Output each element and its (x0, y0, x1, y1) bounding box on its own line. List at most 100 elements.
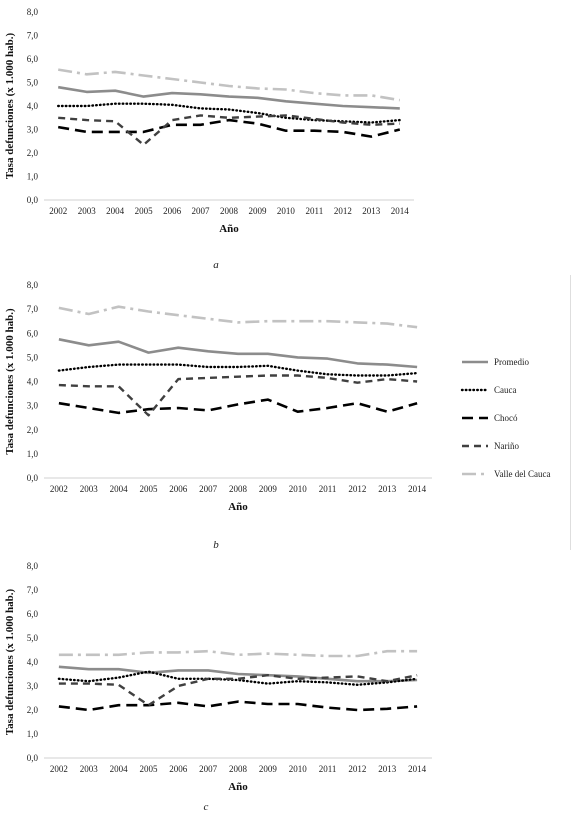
legend-item-promedio: Promedio (462, 357, 529, 367)
x-tick-label: 2005 (135, 206, 154, 216)
x-tick-label: 2009 (259, 484, 278, 494)
series-line-valle-del-cauca (57, 68, 401, 102)
x-tick-label: 2002 (50, 764, 68, 774)
y-axis-title: Tasa defunciones (x 1.000 hab.) (4, 308, 16, 455)
y-tick-label: 7,0 (27, 304, 39, 314)
y-axis-title: Tasa defunciones (x 1.000 hab.) (4, 33, 16, 180)
y-tick-label: 6,0 (27, 609, 39, 619)
y-tick-label: 2,0 (27, 148, 39, 158)
y-tick-label: 6,0 (27, 328, 39, 338)
panel-caption: c (204, 801, 209, 813)
x-tick-label: 2004 (110, 484, 129, 494)
y-tick-label: 0,0 (27, 473, 39, 483)
x-tick-label: 2011 (319, 764, 337, 774)
series-line-promedio (58, 338, 418, 369)
x-tick-label: 2009 (248, 206, 267, 216)
x-tick-label: 2007 (199, 484, 218, 494)
x-tick-label: 2012 (334, 206, 352, 216)
x-tick-label: 2007 (192, 206, 211, 216)
legend-item-cauca: Cauca (460, 385, 517, 395)
y-tick-label: 3,0 (27, 401, 39, 411)
y-tick-label: 0,0 (27, 753, 39, 763)
y-tick-label: 4,0 (27, 657, 39, 667)
x-tick-label: 2003 (80, 484, 99, 494)
y-tick-label: 5,0 (27, 633, 39, 643)
x-axis-title: Año (219, 223, 239, 235)
x-tick-label: 2005 (139, 484, 158, 494)
series-line-choco (58, 700, 418, 712)
series-line-valle-del-cauca (58, 649, 418, 658)
panel-caption: b (213, 539, 219, 551)
x-tick-label: 2014 (408, 764, 427, 774)
x-tick-label: 2013 (362, 206, 381, 216)
chart-panels: 0,0 1,0 2,0 3,0 4,0 5,0 6,0 7,0 8,0 2002 2003 2004 2… (4, 7, 432, 813)
x-tick-label: 2008 (229, 484, 248, 494)
y-tick-label: 5,0 (27, 352, 39, 362)
x-tick-label: 2003 (80, 764, 99, 774)
chart-panel-c: 0,0 1,0 2,0 3,0 4,0 5,0 6,0 7,0 8,0 2002 2003 2004 2… (4, 561, 432, 813)
chart-panel-a: 0,0 1,0 2,0 3,0 4,0 5,0 6,0 7,0 8,0 2002 2003 2004 2… (4, 7, 414, 271)
x-tick-label: 2014 (391, 206, 410, 216)
y-axis-title: Tasa defunciones (x 1.000 hab.) (4, 589, 16, 736)
y-tick-label: 4,0 (27, 101, 39, 111)
x-tick-label: 2013 (378, 484, 397, 494)
x-tick-label: 2010 (289, 484, 308, 494)
x-tick-label: 2002 (49, 206, 67, 216)
series-line-promedio (57, 85, 400, 110)
x-tick-label: 2012 (348, 484, 366, 494)
x-tick-label: 2006 (169, 484, 188, 494)
series-line-narino (58, 374, 418, 417)
series-line-choco (58, 398, 418, 415)
y-tick-label: 5,0 (27, 78, 39, 88)
y-tick-label: 3,0 (27, 681, 39, 691)
series-line-cauca (57, 363, 419, 377)
legend-label: Valle del Cauca (494, 469, 550, 479)
legend-label: Cauca (494, 385, 517, 395)
x-tick-label: 2008 (220, 206, 239, 216)
y-tick-label: 1,0 (27, 729, 39, 739)
x-axis-title: Año (228, 781, 248, 793)
x-tick-label: 2006 (169, 764, 188, 774)
x-axis-title: Año (228, 501, 248, 513)
x-tick-label: 2011 (319, 484, 337, 494)
x-tick-label: 2007 (199, 764, 218, 774)
y-tick-label: 8,0 (27, 7, 39, 17)
y-tick-label: 2,0 (27, 705, 39, 715)
y-tick-label: 2,0 (27, 425, 39, 435)
y-tick-label: 4,0 (27, 377, 39, 387)
series-line-valle-del-cauca (58, 305, 418, 329)
series-line-narino (58, 114, 400, 147)
y-tick-label: 1,0 (27, 172, 39, 182)
x-tick-label: 2004 (106, 206, 125, 216)
legend-item-choco: Chocó (462, 413, 518, 423)
series-line-promedio (58, 665, 418, 683)
x-tick-label: 2008 (229, 764, 248, 774)
legend-label: Promedio (494, 357, 529, 367)
legend-item-valle-del-cauca: Valle del Cauca (462, 469, 550, 479)
y-tick-label: 8,0 (27, 561, 39, 571)
series-line-cauca (57, 670, 419, 686)
series-line-choco (57, 118, 401, 138)
x-tick-label: 2004 (110, 764, 129, 774)
x-tick-label: 2011 (306, 206, 324, 216)
x-tick-label: 2012 (348, 764, 366, 774)
x-tick-label: 2010 (277, 206, 296, 216)
y-tick-label: 7,0 (27, 585, 39, 595)
x-tick-label: 2013 (378, 764, 397, 774)
x-tick-label: 2005 (139, 764, 158, 774)
y-tick-label: 3,0 (27, 125, 39, 135)
x-tick-label: 2003 (78, 206, 97, 216)
y-tick-label: 8,0 (27, 280, 39, 290)
legend-label: Nariño (494, 441, 519, 451)
x-tick-label: 2009 (259, 764, 278, 774)
legend: Promedio Cauca Chocó Nariño Valle del Cauca (460, 357, 550, 479)
panel-caption: a (213, 259, 219, 271)
x-tick-label: 2002 (50, 484, 68, 494)
x-tick-label: 2006 (163, 206, 182, 216)
chart-panel-b: 0,0 1,0 2,0 3,0 4,0 5,0 6,0 7,0 8,0 2002 2003 2004 2… (4, 280, 432, 551)
y-tick-label: 6,0 (27, 54, 39, 64)
legend-item-narino: Nariño (462, 441, 519, 451)
y-tick-label: 7,0 (27, 31, 39, 41)
x-tick-label: 2010 (289, 764, 308, 774)
